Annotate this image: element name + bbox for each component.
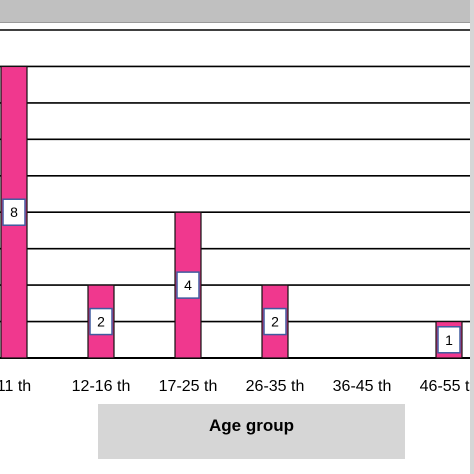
data-label-text: 8: [10, 204, 18, 220]
header-band: [0, 0, 474, 23]
right-edge: [470, 0, 474, 474]
x-axis-title: Age group: [209, 416, 294, 435]
data-label: 8: [2, 198, 26, 226]
data-label-text: 2: [97, 314, 105, 330]
x-axis-title-panel: [98, 404, 405, 459]
data-label: 4: [176, 271, 200, 299]
data-labels: 8 2 4 2 1: [2, 198, 461, 354]
data-label: 2: [263, 307, 287, 336]
data-label-box: [437, 326, 461, 354]
data-label-text: 4: [184, 277, 192, 293]
gridlines: [0, 29, 474, 359]
x-tick-labels: 11 th 12-16 th 17-25 th 26-35 th 36-45 th 46-…: [0, 378, 474, 395]
data-label-text: 1: [445, 332, 453, 348]
x-tick-label: 12-16 th: [72, 378, 131, 395]
data-label: 1: [437, 326, 461, 354]
x-tick-label: 26-35 th: [246, 378, 305, 395]
data-label-text: 2: [271, 314, 279, 330]
x-tick-label: 17-25 th: [159, 378, 218, 395]
data-label-box: [2, 198, 26, 226]
data-label-box: [89, 307, 113, 336]
data-label: 2: [89, 307, 113, 336]
x-tick-label: 36-45 th: [333, 378, 392, 395]
x-tick-label: 46-55 th: [420, 378, 474, 395]
data-label-box: [263, 307, 287, 336]
x-tick-label: 11 th: [0, 378, 31, 395]
data-label-box: [176, 271, 200, 299]
